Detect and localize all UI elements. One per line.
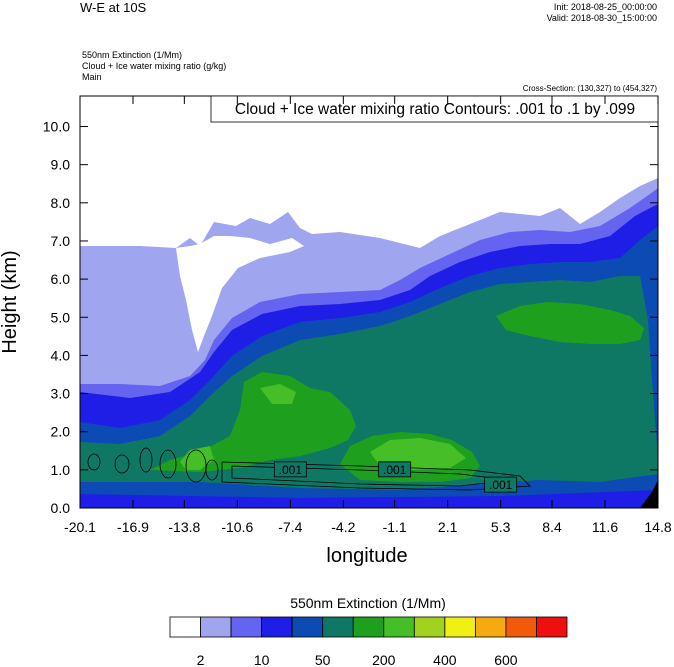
y-tick-label: 9.0 [51,157,71,173]
colorbar-label: 10 [254,652,270,667]
y-tick-label: 0.0 [51,500,71,516]
colorbar-swatch [322,616,354,638]
x-tick-label: 8.4 [542,519,562,535]
contour-label-box [484,476,518,493]
x-tick-label: -20.1 [64,519,96,535]
init-time: Init: 2018-08-25_00:00:00 [554,2,657,12]
colorbar-swatch [352,616,385,638]
chart-title: W-E at 10S [80,0,147,15]
colorbar-labels: 2 10 50 200 400 600 [197,652,518,667]
colorbar-title: 550nm Extinction (1/Mm) [290,595,446,611]
x-tick-label: 11.6 [592,519,618,535]
colorbar-swatch [474,616,507,638]
colorbar-swatch [536,616,568,638]
x-tick-label: -1.1 [383,519,407,535]
colorbar-label: 50 [315,652,331,667]
y-tick-label: 7.0 [51,233,71,249]
contour-label: .001 [279,463,303,477]
y-tick-label: 4.0 [51,347,71,363]
x-tick-label: -10.6 [221,519,253,535]
y-axis: 0.0 1.0 2.0 3.0 4.0 5.0 6.0 7.0 8.0 9.0 10.0 [43,119,658,516]
colorbar-swatch [383,616,415,638]
colorbar-swatch [413,616,446,638]
x-axis: -20.1 -16.9 -13.8 -10.6 -7.4 -4.2 -1.1 2.1 5.3 8.… [64,96,672,535]
y-tick-label: 2.0 [51,424,71,440]
x-tick-label: -16.9 [117,519,149,535]
contour-label-box [378,461,412,478]
x-tick-label: 5.3 [491,519,511,535]
x-axis-label: longitude [326,545,407,567]
y-tick-label: 10.0 [43,119,70,135]
colorbar-label: 400 [433,652,457,667]
colorbar-label: 2 [197,652,205,667]
contour-label-boxes: .001 .001 .001 [273,461,518,493]
y-tick-label: 1.0 [51,462,71,478]
contour-label: .001 [383,463,407,477]
contour-info-label: Cloud + Ice water mixing ratio Contours:… [235,101,635,118]
colorbar-swatch [291,616,324,638]
valid-time: Valid: 2018-08-30_15:00:00 [547,13,657,23]
contour-label-box [273,461,307,478]
extinction-field [80,96,658,508]
x-tick-label: -13.8 [168,519,200,535]
colorbar [169,616,568,638]
colorbar-swatch [505,616,537,638]
y-tick-label: 5.0 [51,309,71,325]
field-label-main: Main [82,72,102,82]
colorbar-label: 600 [494,652,518,667]
colorbar-swatch [169,616,201,638]
x-tick-label: -4.2 [331,519,355,535]
contour-label: .001 [489,478,513,492]
colorbar-swatch [200,616,232,638]
x-tick-label: -7.4 [278,519,302,535]
contour-info-box [210,95,659,123]
cross-section-label: Cross-Section: (130,327) to (454,327) [523,84,658,93]
y-axis-label: Height (km) [0,250,21,353]
y-tick-label: 8.0 [51,195,71,211]
colorbar-label: 200 [372,652,396,667]
x-tick-label: 2.1 [438,519,458,535]
colorbar-swatch [444,616,476,638]
field-label-extinction: 550nm Extinction (1/Mm) [82,50,182,60]
y-tick-label: 6.0 [51,271,71,287]
field-label-mixing-ratio: Cloud + Ice water mixing ratio (g/kg) [82,61,226,71]
colorbar-swatch [230,616,263,638]
colorbar-swatch [261,616,293,638]
y-tick-label: 3.0 [51,386,71,402]
x-tick-label: 14.8 [644,519,671,535]
